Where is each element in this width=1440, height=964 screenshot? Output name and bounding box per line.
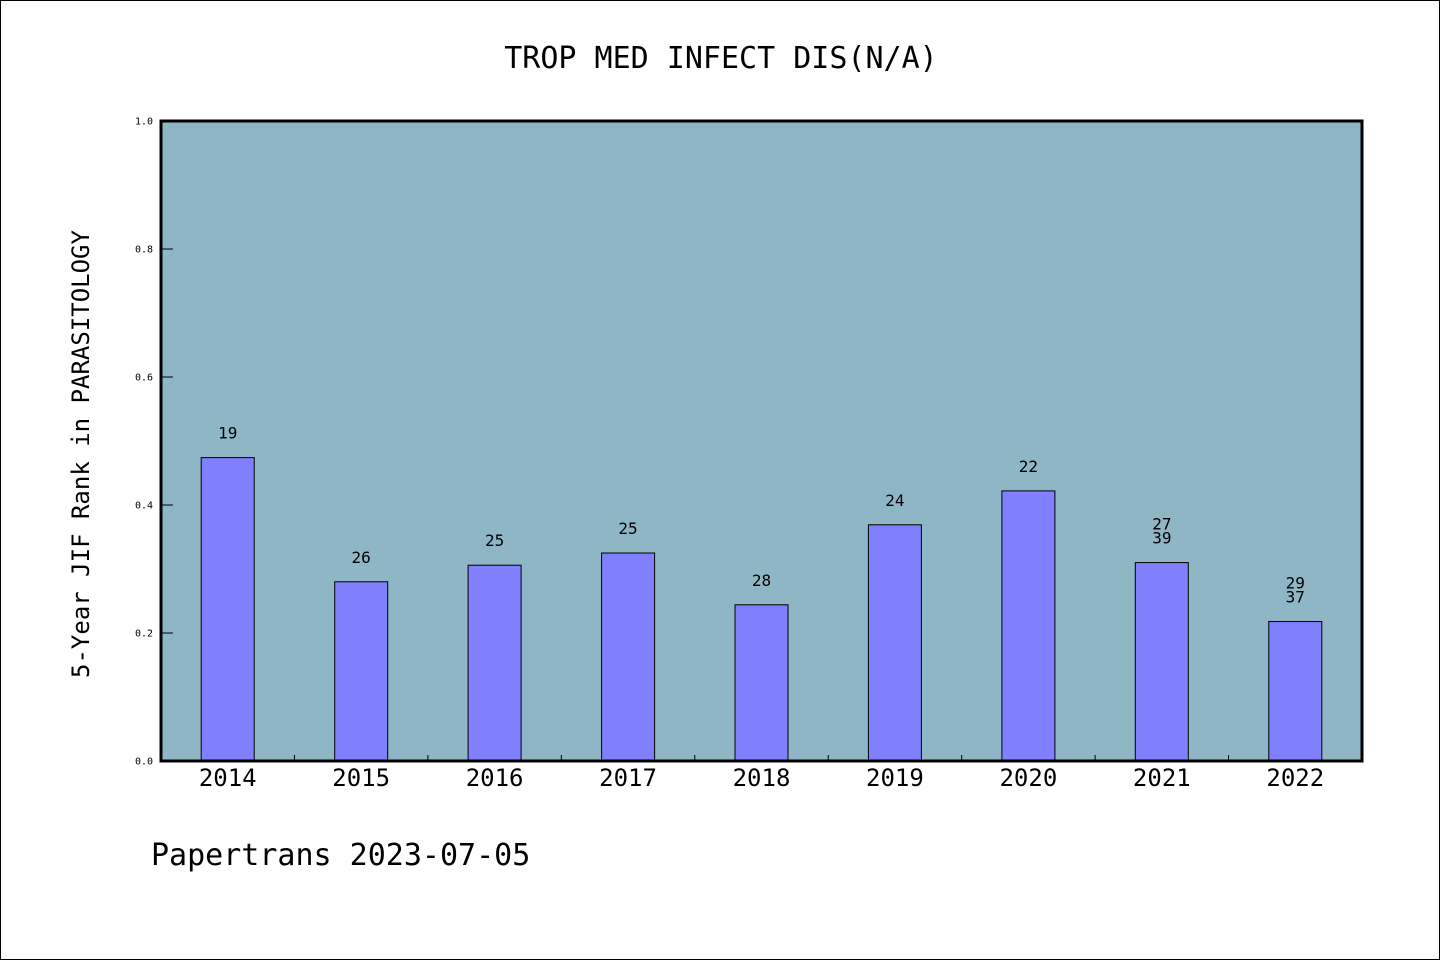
footer-credit: Papertrans 2023-07-05 bbox=[151, 838, 530, 873]
data-label-2022-2: 37 bbox=[1286, 588, 1305, 607]
y-axis-label: 5-Year JIF Rank in PARASITOLOGY bbox=[67, 229, 95, 677]
bar-2020 bbox=[1001, 490, 1056, 762]
bar-2014 bbox=[200, 457, 255, 762]
plot-border bbox=[159, 119, 1364, 763]
bars-group bbox=[200, 457, 1323, 762]
x-tick-label-2015: 2015 bbox=[332, 764, 390, 792]
bar-2021 bbox=[1134, 562, 1189, 762]
data-label-2016: 25 bbox=[485, 531, 504, 550]
bar-2019 bbox=[867, 524, 922, 762]
data-label-2015: 26 bbox=[352, 548, 371, 567]
data-label-2021-2: 39 bbox=[1152, 529, 1171, 548]
data-label-2014: 19 bbox=[218, 424, 237, 443]
data-label-2018: 28 bbox=[752, 571, 771, 590]
x-tick-label-2017: 2017 bbox=[599, 764, 657, 792]
x-tick-label-2016: 2016 bbox=[466, 764, 524, 792]
data-label-2017: 25 bbox=[618, 519, 637, 538]
x-tick-label-2021: 2021 bbox=[1133, 764, 1191, 792]
y-tick-label: 0.2 bbox=[135, 629, 153, 640]
x-tick-label-2022: 2022 bbox=[1266, 764, 1324, 792]
x-tick-label-2014: 2014 bbox=[199, 764, 257, 792]
x-tick-label-2020: 2020 bbox=[999, 764, 1057, 792]
y-tick-label: 0.6 bbox=[135, 373, 153, 384]
y-tick-label: 0.4 bbox=[135, 501, 153, 512]
bar-2015 bbox=[334, 581, 389, 762]
data-label-2019: 24 bbox=[885, 491, 904, 510]
chart-title: TROP MED INFECT DIS(N/A) bbox=[504, 41, 937, 76]
x-axis-ticks: 2014 2015 2016 2017 2018 2019 2020 2021 2022 bbox=[199, 755, 1324, 792]
y-tick-label: 0.0 bbox=[135, 757, 153, 768]
bar-2018 bbox=[734, 604, 789, 762]
x-tick-label-2018: 2018 bbox=[733, 764, 791, 792]
bar-2022 bbox=[1268, 621, 1323, 762]
x-tick-label-2019: 2019 bbox=[866, 764, 924, 792]
data-label-2020: 22 bbox=[1019, 457, 1038, 476]
y-tick-label: 0.8 bbox=[135, 245, 153, 256]
data-label-2022-1: 29 bbox=[1286, 574, 1305, 593]
bar-2016 bbox=[467, 564, 522, 762]
y-tick-label: 1.0 bbox=[135, 117, 153, 128]
bar-2017 bbox=[601, 552, 656, 762]
data-label-2021-1: 27 bbox=[1152, 515, 1171, 534]
